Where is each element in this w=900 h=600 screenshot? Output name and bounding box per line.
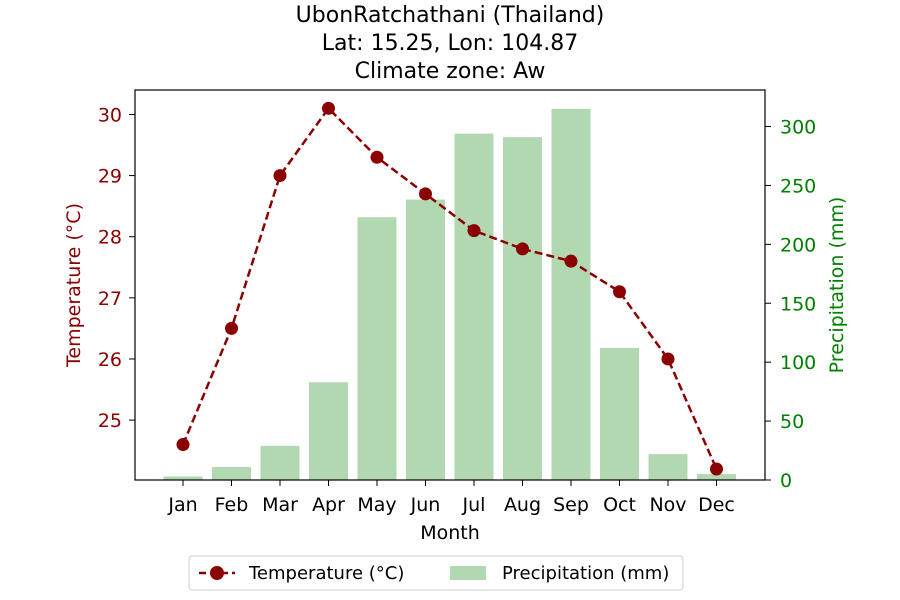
x-tick-label: Jun bbox=[410, 494, 441, 516]
y-left-tick-label: 28 bbox=[98, 227, 122, 249]
x-axis-label: Month bbox=[420, 522, 480, 544]
chart-title-line: UbonRatchathani (Thailand) bbox=[296, 3, 605, 28]
x-tick-label: Nov bbox=[649, 494, 686, 516]
y-axis-right-label: Precipitation (mm) bbox=[826, 197, 848, 374]
y-left-tick-label: 27 bbox=[98, 288, 122, 310]
temperature-marker bbox=[273, 169, 287, 183]
temperature-marker bbox=[176, 438, 190, 452]
y-right-tick-label: 300 bbox=[780, 117, 816, 139]
x-tick-label: Jan bbox=[167, 494, 197, 516]
x-tick-label: Apr bbox=[312, 494, 345, 516]
precipitation-bar bbox=[406, 199, 445, 481]
x-axis: Jan Feb Mar Apr May Jun Jul Aug Sep Oct Nov Dec bbox=[167, 480, 735, 516]
x-tick-label: Oct bbox=[603, 494, 636, 516]
temperature-marker bbox=[710, 462, 723, 476]
legend-frame bbox=[188, 555, 684, 591]
y-right-tick-label: 200 bbox=[780, 234, 816, 256]
chart-title-line: Climate zone: Aw bbox=[355, 59, 546, 84]
temperature-line bbox=[181, 106, 718, 470]
y-left-tick-label: 25 bbox=[98, 410, 122, 432]
legend-precipitation-label: Precipitation (mm) bbox=[502, 563, 669, 584]
y-axis-left-label: Temperature (°C) bbox=[63, 203, 85, 368]
temperature-marker bbox=[370, 150, 384, 164]
precipitation-bar bbox=[551, 108, 591, 481]
x-tick-label: Dec bbox=[698, 494, 735, 516]
temperature-marker bbox=[225, 321, 238, 335]
temperature-marker bbox=[516, 242, 529, 256]
precipitation-bar bbox=[260, 445, 300, 480]
chart-title-line: Lat: 15.25, Lon: 104.87 bbox=[322, 31, 578, 56]
x-tick-label: Feb bbox=[215, 494, 249, 516]
y-left-tick-label: 30 bbox=[98, 104, 122, 126]
y-axis-right: 0 50 100 150 200 250 300 bbox=[765, 117, 816, 492]
temperature-series bbox=[176, 101, 723, 476]
chart-title: UbonRatchathani (Thailand) Lat: 15.25, Lo… bbox=[296, 3, 605, 84]
legend: Temperature (°C) Precipitation (mm) bbox=[188, 555, 684, 591]
y-right-tick-label: 250 bbox=[780, 175, 816, 197]
x-tick-label: Jul bbox=[462, 494, 486, 516]
temperature-marker bbox=[322, 101, 335, 115]
legend-temperature-marker bbox=[210, 566, 224, 580]
temperature-marker bbox=[613, 285, 626, 299]
precipitation-bar bbox=[309, 382, 348, 480]
y-right-tick-label: 150 bbox=[780, 293, 816, 315]
temperature-marker bbox=[661, 352, 675, 366]
precipitation-bar bbox=[454, 133, 494, 481]
precipitation-bars bbox=[163, 108, 736, 481]
precipitation-bar bbox=[357, 217, 397, 481]
y-right-tick-label: 100 bbox=[780, 352, 816, 374]
precipitation-bar bbox=[648, 454, 688, 480]
temperature-marker bbox=[564, 254, 578, 268]
x-tick-label: Sep bbox=[553, 494, 589, 516]
x-tick-label: Aug bbox=[504, 494, 541, 516]
y-right-tick-label: 50 bbox=[780, 411, 804, 433]
precipitation-bar bbox=[212, 467, 251, 480]
precipitation-bar bbox=[600, 348, 639, 480]
y-left-tick-label: 29 bbox=[98, 166, 122, 188]
x-tick-label: May bbox=[357, 494, 396, 516]
precipitation-bar bbox=[697, 474, 736, 480]
legend-temperature-label: Temperature (°C) bbox=[248, 563, 404, 584]
precipitation-bar bbox=[503, 137, 542, 480]
y-axis-left: 25 26 27 28 29 30 bbox=[98, 104, 135, 432]
y-left-tick-label: 26 bbox=[98, 349, 122, 371]
plot-frame bbox=[134, 89, 766, 481]
x-tick-label: Mar bbox=[262, 494, 298, 516]
precipitation-bar bbox=[163, 476, 203, 480]
y-right-tick-label: 0 bbox=[780, 470, 792, 492]
legend-precipitation-swatch bbox=[450, 566, 486, 580]
temperature-marker bbox=[419, 187, 432, 201]
temperature-marker bbox=[467, 224, 481, 238]
